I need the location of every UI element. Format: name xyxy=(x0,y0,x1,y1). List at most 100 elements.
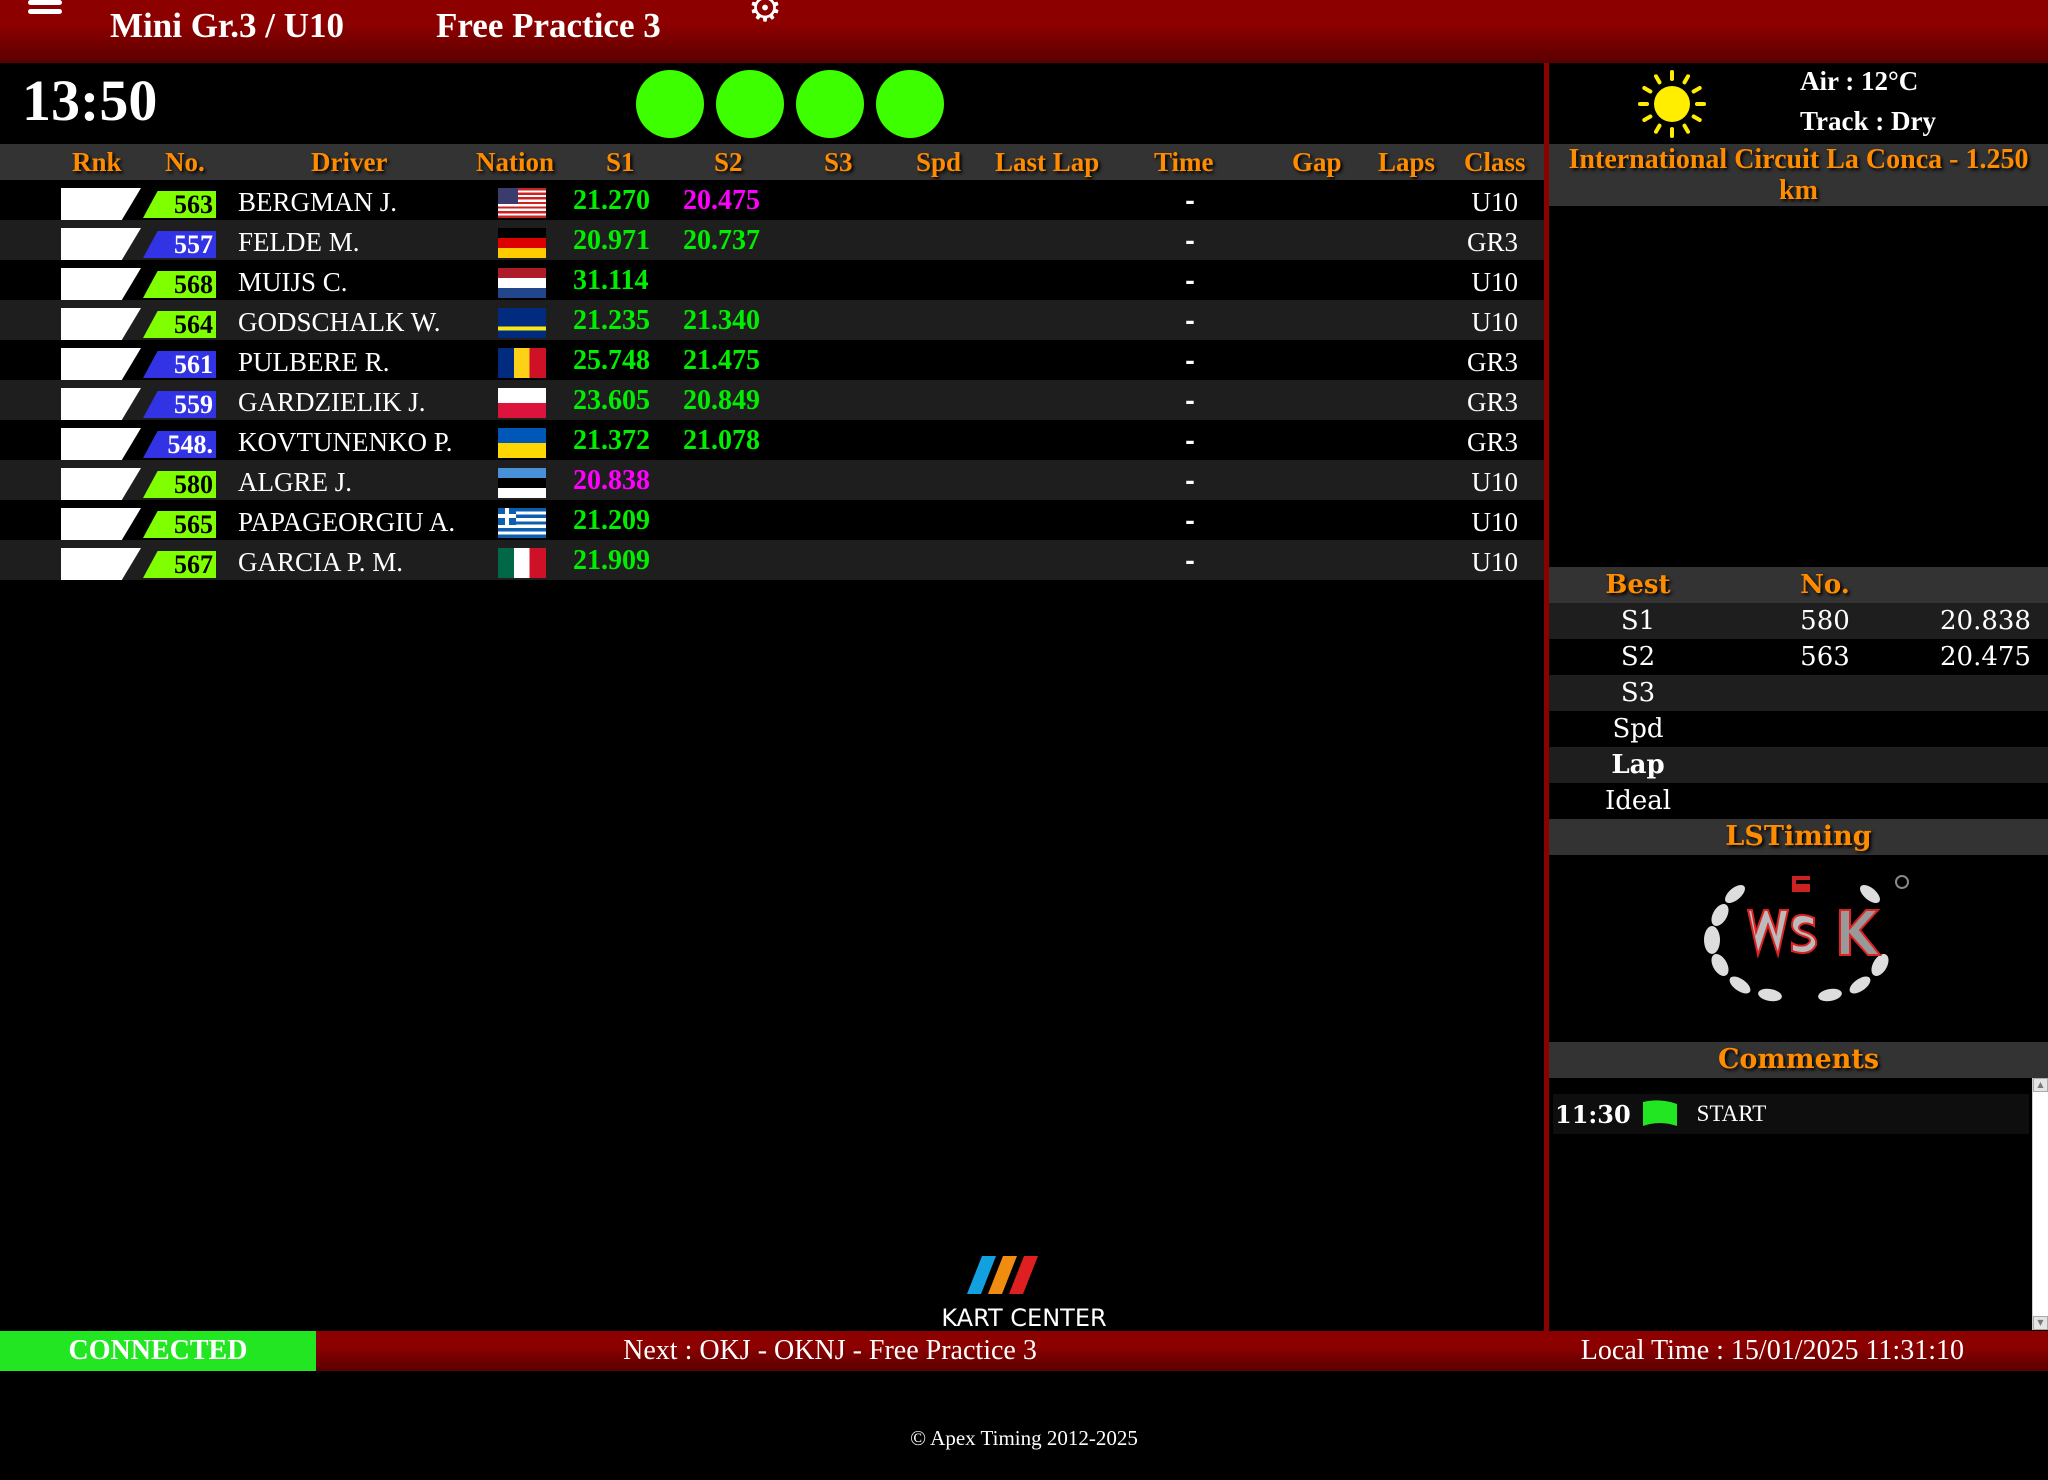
sun-ray xyxy=(1642,86,1653,94)
col-no[interactable]: No. xyxy=(165,147,205,177)
col-s1[interactable]: S1 xyxy=(606,147,635,177)
best-label: Spd xyxy=(1612,714,1664,744)
kart-number: 563 xyxy=(143,191,216,218)
flag-nl-icon xyxy=(498,268,546,298)
table-row[interactable]: 563 BERGMAN J. 21.270 20.475 - U10 xyxy=(0,180,1544,220)
flag-pl-icon xyxy=(498,388,546,418)
lap-time: - xyxy=(1185,386,1195,415)
class: GR3 xyxy=(1466,347,1518,377)
table-row[interactable]: 568 MUIJS C. 31.114 - U10 xyxy=(0,260,1544,300)
flag-cw-icon xyxy=(498,308,546,338)
kart-number: 580 xyxy=(143,471,216,498)
sponsor-title: LSTiming xyxy=(1549,819,2048,855)
sector2-time: 20.849 xyxy=(683,385,760,416)
lap-time: - xyxy=(1185,226,1195,255)
lap-time: - xyxy=(1185,346,1195,375)
panel-divider xyxy=(1544,63,1549,1331)
best-time xyxy=(1923,747,2048,783)
sun-ray xyxy=(1682,74,1690,85)
table-row[interactable]: 557 FELDE M. 20.971 20.737 - GR3 xyxy=(0,220,1544,260)
best-time: 20.475 xyxy=(1940,642,2031,672)
kart-center-text: KART CENTER xyxy=(941,1304,1106,1330)
col-spd[interactable]: Spd xyxy=(916,147,962,177)
class: U10 xyxy=(1471,467,1519,497)
scroll-up-button[interactable]: ▲ xyxy=(2033,1078,2048,1092)
rank-badge xyxy=(61,388,141,420)
sun-ray xyxy=(1654,74,1662,85)
col-driver[interactable]: Driver xyxy=(311,147,388,177)
flag-de-icon xyxy=(498,228,546,258)
rank-badge xyxy=(61,428,141,460)
col-nation[interactable]: Nation xyxy=(476,147,555,177)
status-light xyxy=(876,70,944,138)
rank-badge xyxy=(61,548,141,580)
kart-number: 568 xyxy=(143,271,216,298)
best-number: 580 xyxy=(1800,606,1850,636)
table-row[interactable]: 548. KOVTUNENKO P. 21.372 21.078 - GR3 xyxy=(0,420,1544,460)
rank-badge xyxy=(61,268,141,300)
lap-time: - xyxy=(1185,546,1195,575)
sector2-time: 20.475 xyxy=(683,185,760,216)
scroll-down-button[interactable]: ▼ xyxy=(2033,1316,2048,1330)
top-bar: Mini Gr.3 / U10 Free Practice 3 ⚙ xyxy=(0,0,2048,63)
best-row: Spd xyxy=(1549,711,2048,747)
col-gap[interactable]: Gap xyxy=(1292,147,1342,177)
table-row[interactable]: 561 PULBERE R. 25.748 21.475 - GR3 xyxy=(0,340,1544,380)
kart-number: 567 xyxy=(143,551,216,578)
driver-name: ALGRE J. xyxy=(238,467,352,497)
col-s2[interactable]: S2 xyxy=(714,147,743,177)
green-flag-icon xyxy=(1642,1100,1677,1126)
sun-ray xyxy=(1682,123,1690,134)
flag-ua-icon xyxy=(498,428,546,458)
best-row: S2 563 20.475 xyxy=(1549,639,2048,675)
col-s3[interactable]: S3 xyxy=(824,147,853,177)
lap-time: - xyxy=(1185,466,1195,495)
kart-number: 548. xyxy=(143,431,216,458)
results-table: 563 BERGMAN J. 21.270 20.475 - U10 557 F… xyxy=(0,180,1544,580)
sector1-time: 25.748 xyxy=(573,345,650,376)
table-row[interactable]: 580 ALGRE J. 20.838 - U10 xyxy=(0,460,1544,500)
sector1-time: 23.605 xyxy=(573,385,650,416)
sector2-time: 21.475 xyxy=(683,345,760,376)
rank-badge xyxy=(61,348,141,380)
flag-mx-icon xyxy=(498,548,546,578)
col-laps[interactable]: Laps xyxy=(1378,147,1436,177)
driver-name: GODSCHALK W. xyxy=(238,307,441,337)
session-clock: 13:50 xyxy=(22,68,158,133)
copyright: © Apex Timing 2012-2025 xyxy=(910,1426,1138,1450)
wsk-logo xyxy=(1704,875,1909,1002)
sector1-time: 21.270 xyxy=(573,185,650,216)
best-table: Best No. S1 580 20.838 S2 563 20.475 S3 Spd Lap I… xyxy=(1549,567,2048,819)
sector2-time: 20.737 xyxy=(683,225,760,256)
flag-gr-icon xyxy=(498,508,546,538)
flag-ee-icon xyxy=(498,468,546,498)
best-header: Best No. xyxy=(1549,567,2048,603)
col-class[interactable]: Class xyxy=(1464,147,1526,177)
col-time[interactable]: Time xyxy=(1154,147,1214,177)
hamburger-icon[interactable] xyxy=(28,0,62,27)
col-last-lap[interactable]: Last Lap xyxy=(995,147,1100,177)
canton xyxy=(498,188,518,204)
best-col: Best xyxy=(1605,570,1671,600)
sun-ray xyxy=(1654,123,1662,134)
sun-ray xyxy=(1691,86,1702,94)
gear-icon[interactable]: ⚙ xyxy=(748,0,783,30)
table-row[interactable]: 565 PAPAGEORGIU A. 21.209 - U10 xyxy=(0,500,1544,540)
col-rnk[interactable]: Rnk xyxy=(72,147,122,177)
comments-scrollbar[interactable]: ▲ ▼ xyxy=(2032,1078,2048,1330)
status-light xyxy=(716,70,784,138)
lap-time: - xyxy=(1185,186,1195,215)
table-row[interactable]: 564 GODSCHALK W. 21.235 21.340 - U10 xyxy=(0,300,1544,340)
flag-ro-icon xyxy=(498,348,546,378)
best-label: S2 xyxy=(1620,642,1656,672)
best-label: Ideal xyxy=(1604,786,1672,816)
wsk-logo-lettering xyxy=(1746,876,1883,959)
kart-number: 565 xyxy=(143,511,216,538)
sun-ray xyxy=(1691,114,1702,122)
sector1-time: 20.838 xyxy=(573,465,650,496)
table-row[interactable]: 559 GARDZIELIK J. 23.605 20.849 - GR3 xyxy=(0,380,1544,420)
best-time xyxy=(1923,675,2048,711)
sector2-time: 21.078 xyxy=(683,425,760,456)
table-row[interactable]: 567 GARCIA P. M. 21.909 - U10 xyxy=(0,540,1544,580)
next-session: Next : OKJ - OKNJ - Free Practice 3 xyxy=(623,1335,1037,1366)
